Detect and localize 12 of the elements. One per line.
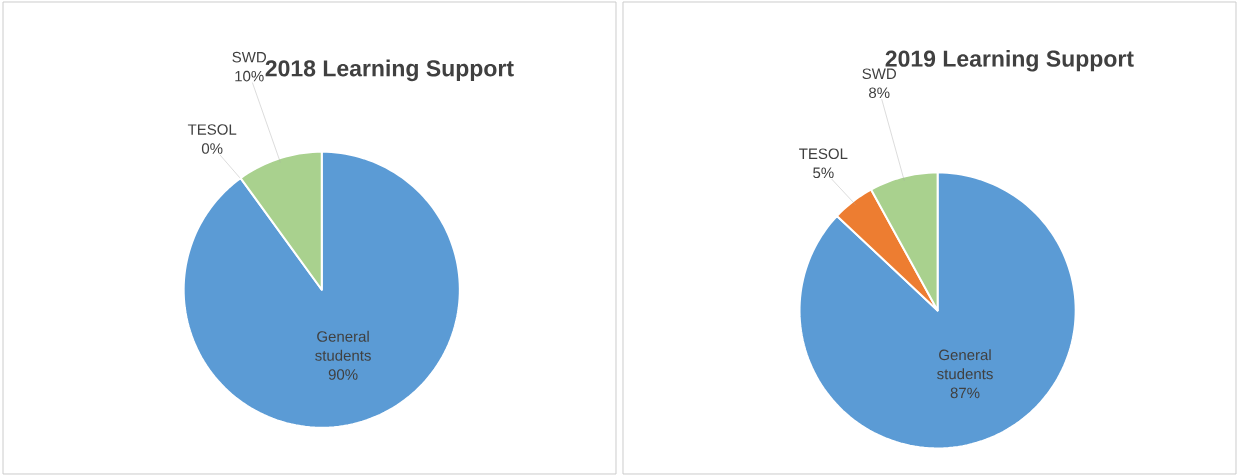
slice-label: TESOL [799, 148, 848, 160]
data-label: 87% [950, 387, 980, 399]
slice-label: General students [937, 349, 993, 380]
data-label: 8% [869, 87, 890, 99]
chart-title: 2018 Learning Support [265, 59, 514, 82]
category-label: TESOL [187, 124, 237, 135]
data-label: 90% [328, 369, 358, 380]
slice-label: SWD [232, 51, 266, 63]
data-label: 5% [813, 167, 834, 179]
text: 0% [201, 143, 223, 154]
slice-label: General students [315, 330, 371, 361]
data-label: 10% [235, 70, 264, 82]
